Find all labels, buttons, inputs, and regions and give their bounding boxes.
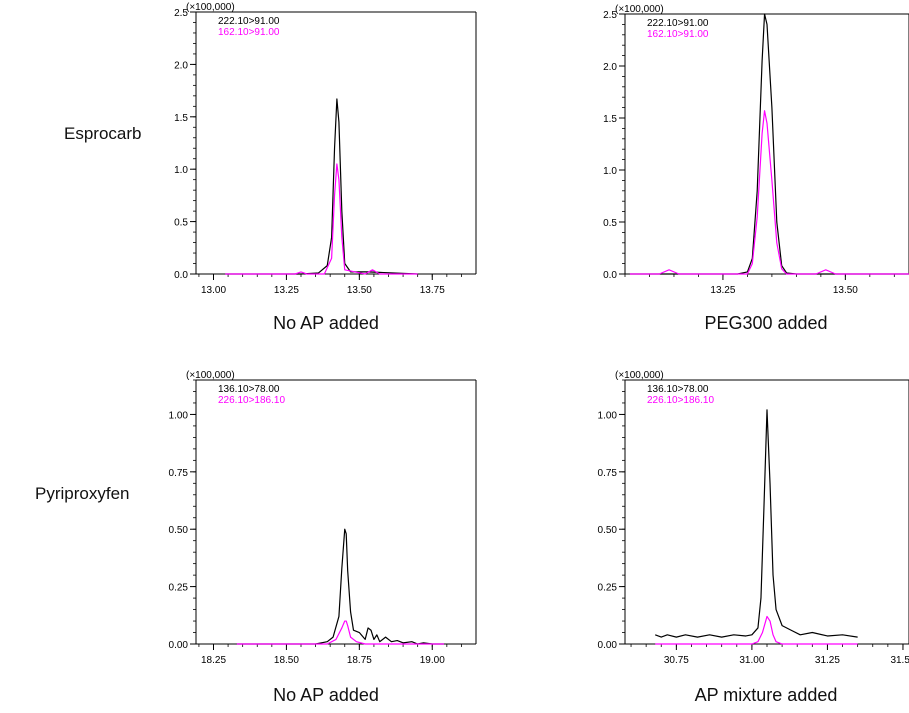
legend-entry: 222.10>91.00 [647,18,709,29]
series-line-162.10>91.00 [225,163,418,275]
legend-entry: 162.10>91.00 [218,27,280,38]
caption-no-ap-esprocarb: No AP added [273,313,379,333]
y-tick-label: 0.5 [603,218,617,229]
y-tick-label: 0.00 [598,640,618,651]
x-tick-label: 18.75 [347,655,372,666]
scale-label: (×100,000) [186,370,235,381]
row-label-pyriproxyfen: Pyriproxyfen [35,484,130,503]
series-line-162.10>91.00 [629,110,909,275]
legend-entry: 226.10>186.10 [218,395,285,406]
y-tick-label: 0.75 [169,468,189,479]
x-tick-label: 13.75 [420,285,445,296]
y-tick-label: 0.0 [174,270,188,281]
y-tick-label: 2.0 [603,62,617,73]
x-tick-label: 31.25 [815,655,840,666]
scale-label: (×100,000) [615,370,664,381]
y-tick-label: 1.00 [598,410,618,421]
x-tick-label: 13.00 [201,285,226,296]
x-tick-label: 18.25 [201,655,226,666]
series-line-226.10>186.10 [236,620,444,645]
y-tick-label: 1.0 [603,166,617,177]
y-tick-label: 0.75 [598,468,618,479]
series-line-226.10>186.10 [655,615,858,645]
scale-label: (×100,000) [615,4,664,15]
y-tick-label: 1.5 [174,113,188,124]
x-tick-label: 13.50 [833,285,858,296]
legend-entry: 162.10>91.00 [647,29,709,40]
y-tick-label: 2.5 [174,8,188,19]
legend-entry: 136.10>78.00 [218,384,280,395]
y-tick-label: 1.00 [169,410,189,421]
y-tick-label: 1.0 [174,165,188,176]
row-label-esprocarb: Esprocarb [64,124,142,143]
y-tick-label: 2.0 [174,60,188,71]
legend-entry: 136.10>78.00 [647,384,709,395]
x-tick-label: 13.25 [274,285,299,296]
y-tick-label: 2.5 [603,10,617,21]
y-tick-label: 0.25 [169,583,189,594]
x-tick-label: 31.00 [739,655,764,666]
x-tick-label: 18.50 [274,655,299,666]
caption-no-ap-pyriproxyfen: No AP added [273,685,379,705]
series-line-222.10>91.00 [225,98,418,275]
y-tick-label: 0.50 [169,525,189,536]
x-tick-label: 30.75 [664,655,689,666]
series-line-136.10>78.00 [654,409,858,638]
y-tick-label: 0.25 [598,583,618,594]
scale-label: (×100,000) [186,2,235,13]
x-tick-label: 31.50 [890,655,909,666]
legend-entry: 222.10>91.00 [218,16,280,27]
y-tick-label: 0.0 [603,270,617,281]
series-line-222.10>91.00 [629,13,909,275]
y-tick-label: 1.5 [603,114,617,125]
series-line-136.10>78.00 [236,528,444,645]
x-tick-label: 13.50 [347,285,372,296]
caption-ap-mixture: AP mixture added [694,685,838,705]
caption-peg300: PEG300 added [704,313,828,333]
y-tick-label: 0.5 [174,218,188,229]
y-tick-label: 0.50 [598,525,618,536]
x-tick-label: 13.25 [710,285,735,296]
legend-entry: 226.10>186.10 [647,395,714,406]
y-tick-label: 0.00 [169,640,189,651]
x-tick-label: 19.00 [420,655,445,666]
